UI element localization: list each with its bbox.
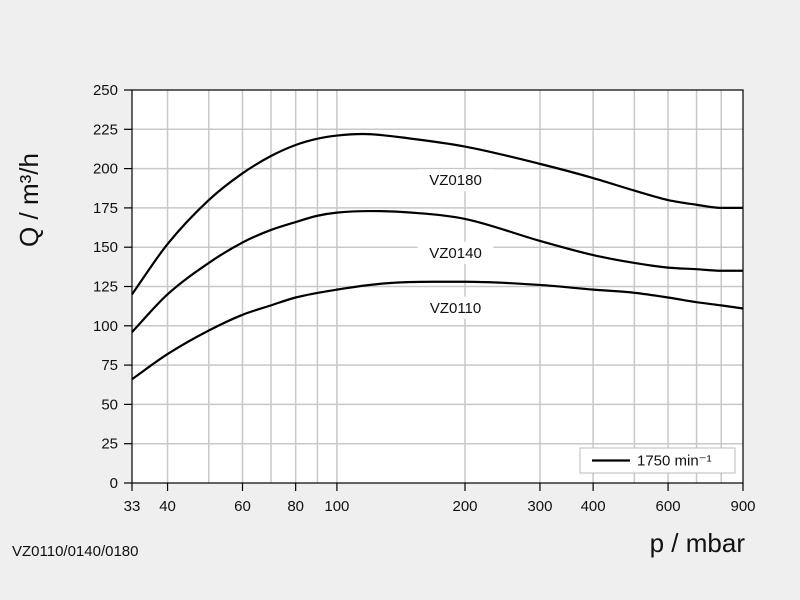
legend: 1750 min⁻¹ bbox=[579, 447, 736, 474]
x-tick-label: 100 bbox=[324, 498, 349, 515]
curve-vz0140 bbox=[131, 209, 743, 333]
y-tick-label: 250 bbox=[93, 82, 118, 99]
curve-vz0180 bbox=[131, 132, 743, 295]
curve-label-vz0140: VZ0140 bbox=[429, 245, 482, 262]
x-tick-label: 900 bbox=[730, 498, 755, 515]
y-tick-label: 100 bbox=[93, 318, 118, 335]
y-axis-title: Q / m³/h bbox=[14, 153, 44, 247]
model-caption: VZ0110/0140/0180 bbox=[12, 543, 139, 560]
x-tick-label: 600 bbox=[656, 498, 681, 515]
curves: VZ0180 VZ0140 VZ0110 bbox=[131, 132, 744, 381]
legend-label: 1750 min⁻¹ bbox=[637, 453, 712, 470]
x-tick-label: 33 bbox=[124, 498, 141, 515]
y-tick-label: 75 bbox=[101, 357, 118, 374]
y-tick-label: 0 bbox=[110, 475, 118, 492]
x-axis-title: p / mbar bbox=[650, 528, 746, 558]
y-tick-label: 150 bbox=[93, 239, 118, 256]
y-tick-label: 225 bbox=[93, 121, 118, 138]
x-tick-label: 40 bbox=[159, 498, 176, 515]
y-tick-label: 200 bbox=[93, 161, 118, 178]
x-tick-label: 400 bbox=[581, 498, 606, 515]
x-tick-label: 60 bbox=[234, 498, 251, 515]
x-tick-label: 300 bbox=[527, 498, 552, 515]
grid bbox=[132, 90, 743, 483]
curve-label-bg bbox=[417, 169, 494, 192]
y-tick-label: 50 bbox=[101, 396, 118, 413]
curve-label-bg bbox=[417, 296, 494, 319]
x-tick-label: 200 bbox=[452, 498, 477, 515]
curve-label-vz0110: VZ0110 bbox=[430, 300, 481, 317]
axes: 0 25 50 75 100 125 150 175 200 225 250 33 40 60 80 100 2… bbox=[93, 82, 756, 515]
y-tick-label: 25 bbox=[101, 436, 118, 453]
curve-label-bg bbox=[417, 241, 494, 264]
x-tick-label: 80 bbox=[287, 498, 304, 515]
y-tick-label: 175 bbox=[93, 200, 118, 217]
curve-label-vz0180: VZ0180 bbox=[429, 172, 482, 189]
curve-vz0110 bbox=[131, 280, 744, 381]
y-tick-label: 125 bbox=[93, 279, 118, 296]
